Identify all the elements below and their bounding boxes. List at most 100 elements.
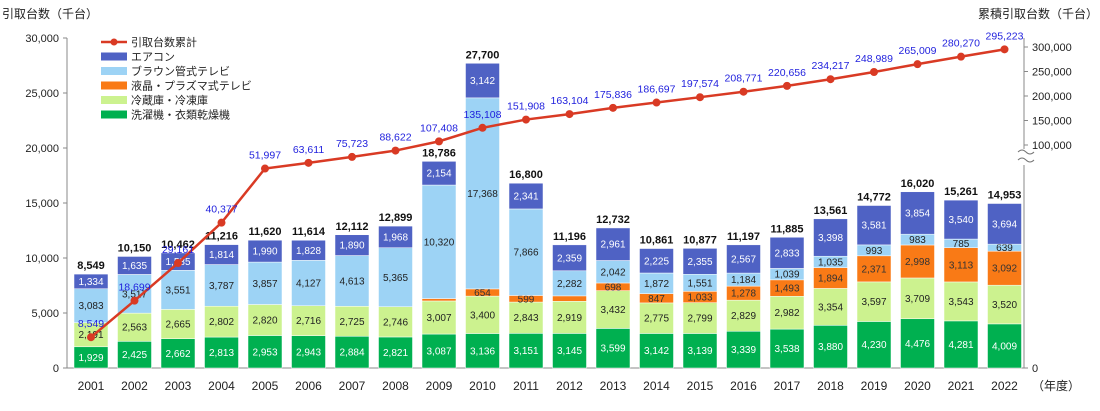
axis-break-mark bbox=[1017, 149, 1035, 165]
bar-stack-2017: 3,538 2,982 1,493 1,039 2,833 11,885 bbox=[769, 223, 805, 369]
cumulative-point bbox=[609, 103, 617, 112]
cumulative-label: 107,408 bbox=[420, 122, 458, 134]
bar-segment bbox=[726, 331, 761, 369]
bar-segment-label: 654 bbox=[474, 288, 491, 299]
cumulative-label: 220,656 bbox=[768, 67, 806, 79]
bar-segment-label: 2,953 bbox=[252, 347, 277, 358]
cumulative-line: 8,549 18,699 29,161 40,377 51,997 63,611 75,72… bbox=[78, 30, 1024, 342]
bar-segment-label: 4,127 bbox=[296, 279, 321, 290]
legend-label: 液晶・プラズマ式テレビ bbox=[131, 79, 252, 93]
bar-segment-label: 3,857 bbox=[252, 279, 277, 290]
bar-stack-2022: 4,009 3,520 3,092 639 3,694 14,953 bbox=[987, 190, 1022, 369]
bar-stack-2021: 4,281 3,543 3,113 785 3,540 15,261 bbox=[943, 186, 979, 369]
bar-segment bbox=[160, 309, 196, 339]
bar-segment-label: 3,517 bbox=[122, 289, 147, 300]
bar-segment-label: 2,042 bbox=[600, 267, 625, 278]
bar-segment-label: 1,814 bbox=[209, 250, 234, 261]
right-axis-title: 累積引取台数（千台） bbox=[978, 6, 1098, 21]
x-tick-label: 2006 bbox=[295, 379, 322, 393]
bar-total-label: 10,877 bbox=[683, 234, 717, 246]
x-tick-label: 2007 bbox=[339, 379, 366, 393]
legend-label: 冷蔵庫・冷凍庫 bbox=[131, 93, 208, 107]
cumulative-point bbox=[435, 137, 443, 146]
bar-segment bbox=[378, 247, 413, 308]
bar-segment bbox=[421, 184, 457, 299]
bar-segment bbox=[117, 256, 152, 275]
bar-total-label: 12,732 bbox=[596, 214, 630, 226]
bar-segment-label: 599 bbox=[518, 294, 535, 305]
bar-total-label: 13,561 bbox=[814, 205, 848, 217]
bar-segment-label: 1,278 bbox=[731, 289, 756, 300]
bar-stack-2020: 4,476 3,709 2,998 983 3,854 16,020 bbox=[900, 178, 935, 369]
bar-segment-label: 10,320 bbox=[424, 237, 455, 248]
x-unit-label: （年度） bbox=[1032, 378, 1080, 393]
bar-total-label: 10,861 bbox=[640, 235, 674, 247]
bar-segment-label: 3,083 bbox=[78, 301, 103, 312]
bar-total-label: 8,549 bbox=[77, 260, 105, 272]
right-tick-label: 150,000 bbox=[1032, 116, 1072, 128]
bar-stack-2004: 2,813 2,802 3,787 1,814 11,216 bbox=[204, 231, 239, 369]
bar-segment-label: 993 bbox=[866, 246, 883, 257]
bar-segment-label: 2,359 bbox=[557, 253, 582, 264]
bar-total-label: 16,800 bbox=[509, 169, 543, 181]
bar-segment bbox=[856, 205, 892, 246]
bar-segment-label: 3,540 bbox=[948, 215, 973, 226]
left-tick-label: 0 bbox=[53, 363, 59, 375]
legend-swatch bbox=[101, 81, 127, 90]
bar-segment-label: 3,432 bbox=[600, 305, 625, 316]
bar-total-label: 18,786 bbox=[422, 147, 456, 159]
bar-segment-label: 3,398 bbox=[818, 233, 843, 244]
bar-segment bbox=[421, 161, 457, 186]
bar-total-label: 11,197 bbox=[727, 231, 760, 243]
bar-segment-label: 3,142 bbox=[470, 76, 495, 87]
bar-stack-2019: 4,230 3,597 2,371 993 3,581 14,772 bbox=[856, 192, 892, 369]
bar-segment-label: 983 bbox=[909, 235, 926, 246]
bar-segment bbox=[813, 325, 848, 369]
left-axis-title: 引取台数（千台） bbox=[2, 6, 98, 21]
bar-segment-label: 2,884 bbox=[339, 348, 364, 359]
bar-segment-label: 2,843 bbox=[513, 313, 538, 324]
cumulative-label: 248,989 bbox=[855, 53, 893, 65]
bar-segment-label: 3,709 bbox=[905, 294, 930, 305]
bar-segment bbox=[987, 323, 1022, 369]
cumulative-label: 135,108 bbox=[464, 109, 502, 121]
cumulative-point bbox=[304, 158, 313, 167]
bar-stack-2002: 2,425 2,563 3,517 1,635 10,150 bbox=[117, 242, 152, 369]
bar-stack-2014: 3,142 2,775 847 1,872 2,225 10,861 bbox=[639, 235, 674, 369]
bar-segment bbox=[247, 239, 283, 263]
bar-segment bbox=[508, 301, 544, 334]
bar-total-label: 15,261 bbox=[944, 186, 978, 198]
cumulative-label: 163,104 bbox=[551, 95, 589, 107]
left-tick-label: 30,000 bbox=[25, 33, 59, 45]
x-tick-label: 2017 bbox=[774, 379, 801, 393]
bar-segment bbox=[987, 203, 1022, 245]
bar-stack-2018: 3,880 3,354 1,894 1,035 3,398 13,561 bbox=[813, 205, 848, 369]
bar-segment bbox=[595, 227, 631, 261]
bar-segment-label: 3,139 bbox=[687, 346, 712, 357]
bar-segment-label: 3,597 bbox=[861, 297, 886, 308]
cumulative-point bbox=[87, 333, 95, 342]
bar-segment bbox=[987, 284, 1022, 325]
bar-segment bbox=[552, 301, 587, 334]
bar-segment-label: 3,354 bbox=[818, 302, 843, 313]
cumulative-point bbox=[261, 164, 269, 173]
left-tick-label: 5,000 bbox=[31, 308, 59, 320]
cumulative-label: 208,771 bbox=[725, 73, 763, 85]
cumulative-point bbox=[174, 259, 182, 268]
cumulative-label: 75,723 bbox=[336, 138, 368, 150]
bar-total-label: 16,020 bbox=[901, 178, 935, 190]
bar-total-label: 10,150 bbox=[118, 242, 152, 254]
bar-segment-label: 3,543 bbox=[948, 297, 973, 308]
bar-segment bbox=[378, 225, 413, 248]
axes: 0 5,000 10,000 15,000 20,000 25,000 30,000 0 100… bbox=[25, 33, 1071, 393]
bar-segment-label: 3,142 bbox=[644, 346, 669, 357]
bar-segment bbox=[813, 288, 848, 326]
legend-swatch bbox=[101, 52, 127, 61]
cumulative-point bbox=[1000, 45, 1009, 54]
legend-item: 引取台数累計 bbox=[101, 35, 197, 49]
cumulative-label: 51,997 bbox=[249, 150, 281, 162]
bar-segment-label: 3,694 bbox=[992, 219, 1017, 230]
